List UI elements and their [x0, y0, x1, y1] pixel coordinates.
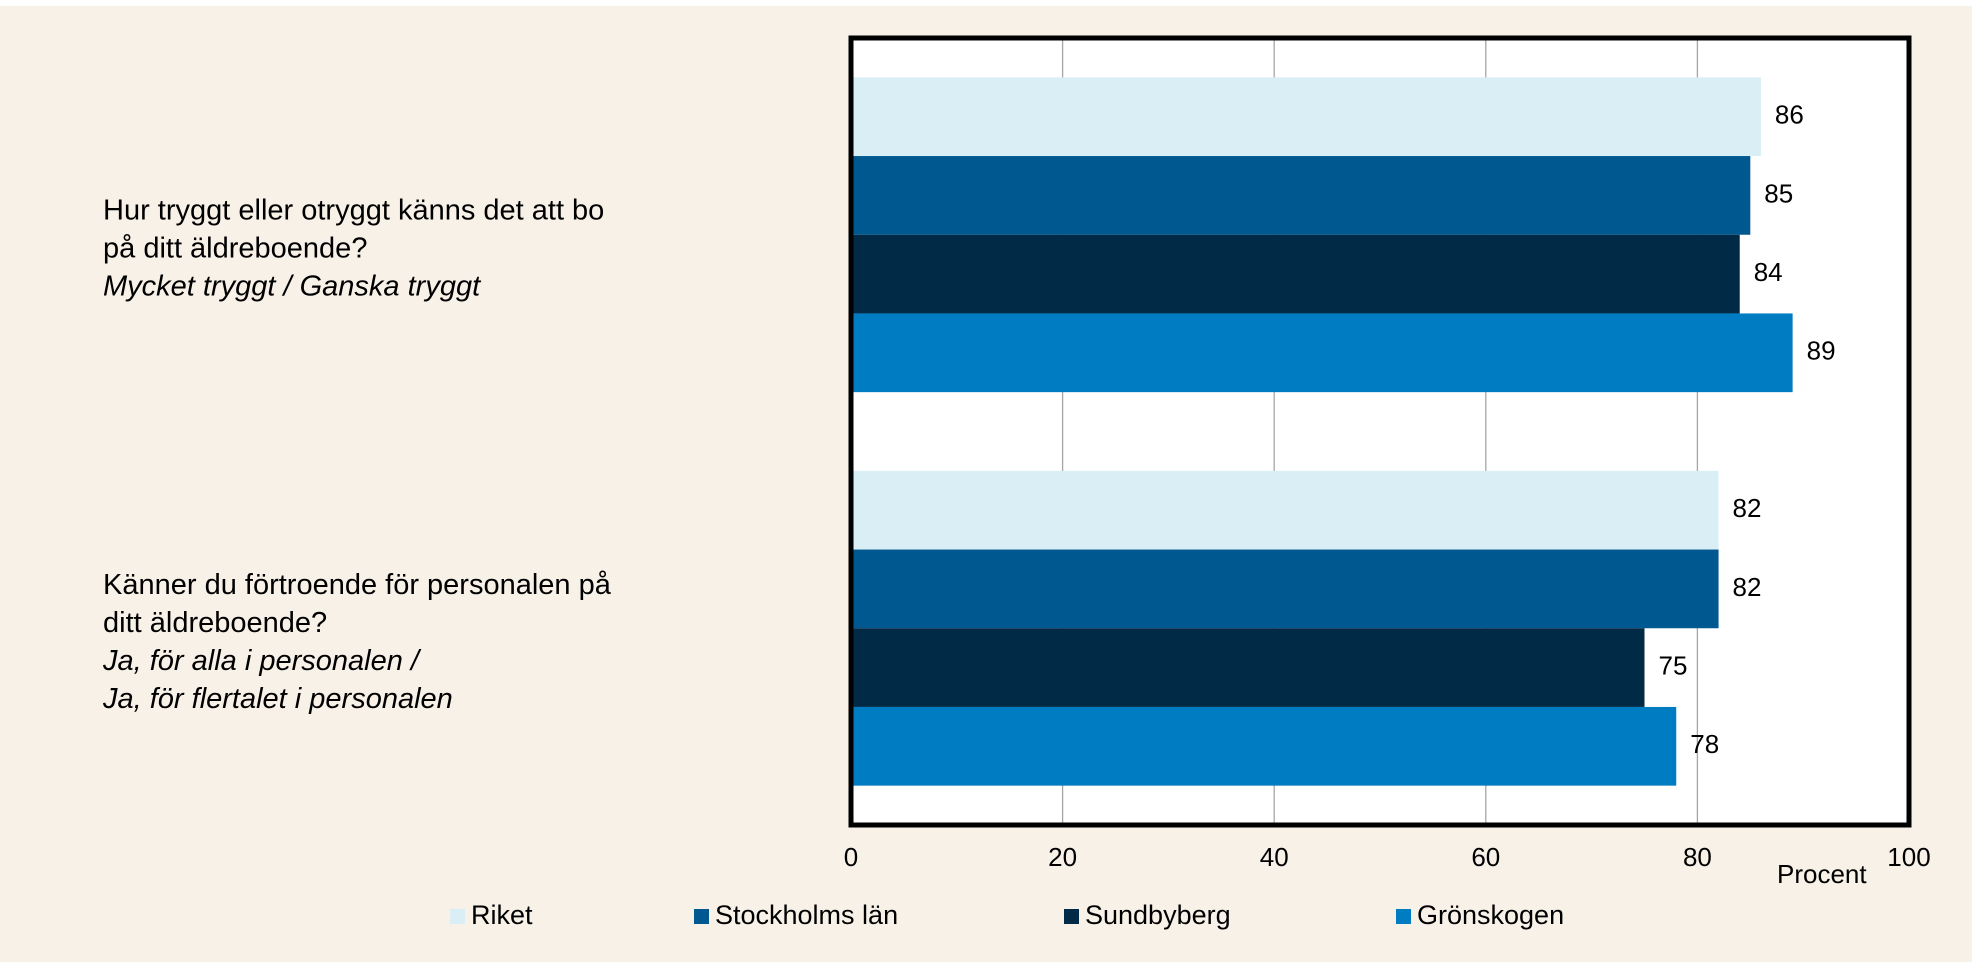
bar: [851, 706, 1677, 786]
category-label: ditt äldreboende?: [103, 607, 327, 639]
value-label: 84: [1754, 257, 1783, 287]
x-tick-label: 40: [1260, 842, 1289, 872]
legend-swatch: [1396, 909, 1411, 924]
bar: [851, 313, 1793, 393]
value-label: 82: [1733, 493, 1762, 523]
value-label: 85: [1764, 178, 1793, 208]
category-answer: Mycket tryggt / Ganska tryggt: [103, 270, 482, 302]
category-answer: Ja, för alla i personalen /: [102, 645, 422, 677]
category-label: Känner du förtroende för personalen på: [103, 569, 612, 601]
category-label: Hur tryggt eller otryggt känns det att b…: [103, 194, 604, 226]
value-label: 78: [1690, 729, 1719, 759]
value-label: 75: [1659, 650, 1688, 680]
bar: [851, 549, 1719, 629]
legend-swatch: [1064, 909, 1079, 924]
bar: [851, 628, 1645, 707]
value-label: 89: [1807, 336, 1836, 366]
x-tick-label: 0: [844, 842, 858, 872]
legend-label: Sundbyberg: [1085, 900, 1231, 930]
legend-label: Grönskogen: [1417, 900, 1564, 930]
x-tick-label: 60: [1471, 842, 1500, 872]
category-answer: Ja, för flertalet i personalen: [102, 683, 453, 715]
legend-swatch: [450, 909, 465, 924]
bar: [851, 234, 1740, 314]
value-label: 86: [1775, 100, 1804, 130]
legend-label: Stockholms län: [715, 900, 898, 930]
legend-label: Riket: [471, 900, 533, 930]
x-tick-label: 80: [1683, 842, 1712, 872]
category-label: på ditt äldreboende?: [103, 232, 367, 264]
bar: [851, 156, 1751, 235]
x-tick-label: 20: [1048, 842, 1077, 872]
x-tick-label: 100: [1887, 842, 1930, 872]
bar: [851, 470, 1719, 550]
value-label: 82: [1733, 572, 1762, 602]
x-axis-label: Procent: [1777, 859, 1867, 889]
plot-border: [848, 35, 1912, 828]
legend-swatch: [694, 909, 709, 924]
bar: [851, 77, 1761, 157]
